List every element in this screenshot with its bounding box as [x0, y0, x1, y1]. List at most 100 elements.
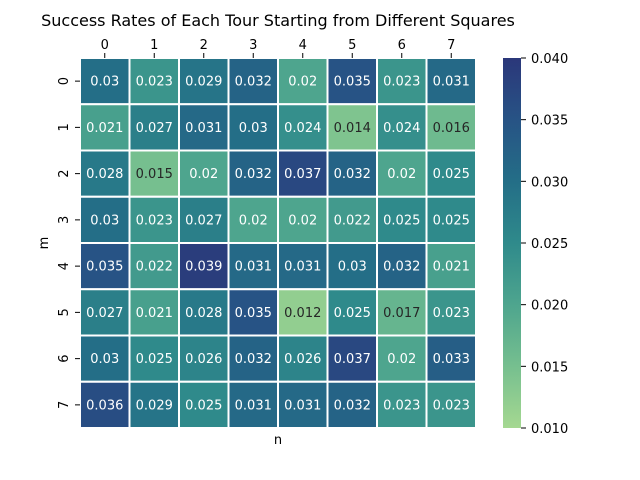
x-tick-label: 6: [398, 38, 406, 53]
colorbar-tick-label: 0.025: [531, 237, 568, 252]
cell-value-label: 0.015: [136, 167, 173, 182]
cell-value-label: 0.023: [136, 213, 173, 228]
x-tick-label: 2: [200, 38, 208, 53]
heatmap-cell: [178, 195, 230, 244]
y-tick-label: 2: [57, 169, 72, 177]
heatmap-cell: [277, 195, 329, 244]
cell-value-label: 0.031: [284, 260, 321, 275]
heatmap-cell: [128, 103, 180, 152]
heatmap-cell: [376, 195, 428, 244]
cell-value-label: 0.026: [185, 352, 222, 367]
heatmap-cell: [326, 103, 378, 152]
colorbar-tick-label: 0.040: [531, 52, 568, 67]
heatmap-cell: [227, 242, 279, 291]
heatmap-cell: [425, 103, 477, 152]
heatmap-cell: [326, 149, 378, 198]
colorbar-tick-label: 0.015: [531, 360, 568, 375]
heatmap-cell: [227, 149, 279, 198]
heatmap-cells: 0.03 0.023 0.029 0.032 0.02 0.035 0.023 0.031 0.…: [79, 57, 477, 429]
cell-value-label: 0.028: [86, 167, 123, 182]
cell-value-label: 0.035: [235, 306, 272, 321]
heatmap-cell: [425, 149, 477, 198]
cell-value-label: 0.039: [185, 260, 222, 275]
heatmap-cell: [425, 57, 477, 106]
cell-value-label: 0.031: [284, 398, 321, 413]
cell-value-label: 0.032: [235, 352, 272, 367]
cell-value-label: 0.023: [433, 306, 470, 321]
cell-value-label: 0.027: [136, 121, 173, 136]
cell-value-label: 0.031: [235, 260, 272, 275]
y-tick-label: 0: [57, 77, 72, 85]
heatmap-cell: [425, 380, 477, 429]
colorbar-tick-label: 0.035: [531, 114, 568, 129]
cell-value-label: 0.023: [136, 75, 173, 90]
cell-value-label: 0.029: [136, 398, 173, 413]
cell-value-label: 0.027: [185, 213, 222, 228]
cell-value-label: 0.025: [136, 352, 173, 367]
y-axis-label: m: [37, 237, 52, 250]
cell-value-label: 0.022: [136, 260, 173, 275]
cell-value-label: 0.032: [235, 75, 272, 90]
cell-value-label: 0.03: [90, 352, 119, 367]
cell-value-label: 0.021: [86, 121, 123, 136]
heatmap-cell: [277, 334, 329, 383]
y-tick-label: 1: [57, 123, 72, 131]
x-tick-label: 1: [150, 38, 158, 53]
heatmap-cell: [326, 57, 378, 106]
heatmap-cell: [326, 288, 378, 337]
heatmap-cell: [376, 149, 428, 198]
y-tick-label: 5: [57, 308, 72, 316]
heatmap-cell: [178, 149, 230, 198]
colorbar-tick-label: 0.030: [531, 175, 568, 190]
heatmap-cell: [376, 334, 428, 383]
heatmap-cell: [326, 380, 378, 429]
heatmap-cell: [277, 288, 329, 337]
heatmap-cell: [227, 380, 279, 429]
cell-value-label: 0.031: [235, 398, 272, 413]
cell-value-label: 0.025: [383, 213, 420, 228]
cell-value-label: 0.02: [387, 352, 416, 367]
cell-value-label: 0.017: [383, 306, 420, 321]
y-tick-label: 4: [57, 262, 72, 270]
cell-value-label: 0.032: [235, 167, 272, 182]
cell-value-label: 0.022: [334, 213, 371, 228]
cell-value-label: 0.02: [239, 213, 268, 228]
x-axis-ticks: 0 1 2 3 4 5 6 7: [101, 38, 455, 58]
y-axis-ticks: 0 1 2 3 4 5 6 7: [57, 77, 80, 409]
cell-value-label: 0.028: [185, 306, 222, 321]
cell-value-label: 0.031: [433, 75, 470, 90]
y-tick-label: 6: [57, 354, 72, 362]
cell-value-label: 0.021: [136, 306, 173, 321]
cell-value-label: 0.03: [338, 260, 367, 275]
cell-value-label: 0.014: [334, 121, 371, 136]
cell-value-label: 0.037: [284, 167, 321, 182]
colorbar-ticks: 0.010 0.015 0.020 0.025 0.030 0.035 0.040: [521, 52, 568, 437]
cell-value-label: 0.027: [86, 306, 123, 321]
cell-value-label: 0.02: [288, 75, 317, 90]
cell-value-label: 0.021: [433, 260, 470, 275]
cell-value-label: 0.029: [185, 75, 222, 90]
cell-value-label: 0.023: [433, 398, 470, 413]
cell-value-label: 0.032: [334, 398, 371, 413]
cell-value-label: 0.023: [383, 398, 420, 413]
colorbar-tick-label: 0.010: [531, 422, 568, 437]
cell-value-label: 0.02: [189, 167, 218, 182]
cell-value-label: 0.031: [185, 121, 222, 136]
cell-value-label: 0.03: [90, 213, 119, 228]
chart-title: Success Rates of Each Tour Starting from…: [41, 11, 515, 30]
heatmap-cell: [326, 334, 378, 383]
cell-value-label: 0.036: [86, 398, 123, 413]
heatmap-cell: [227, 103, 279, 152]
heatmap-cell: [425, 288, 477, 337]
x-tick-label: 3: [249, 38, 257, 53]
x-tick-label: 0: [101, 38, 109, 53]
cell-value-label: 0.012: [284, 306, 321, 321]
x-tick-label: 5: [348, 38, 356, 53]
heatmap-cell: [277, 149, 329, 198]
x-tick-label: 7: [447, 38, 455, 53]
colorbar: [503, 58, 521, 428]
cell-value-label: 0.03: [239, 121, 268, 136]
x-tick-label: 4: [299, 38, 307, 53]
cell-value-label: 0.025: [433, 213, 470, 228]
